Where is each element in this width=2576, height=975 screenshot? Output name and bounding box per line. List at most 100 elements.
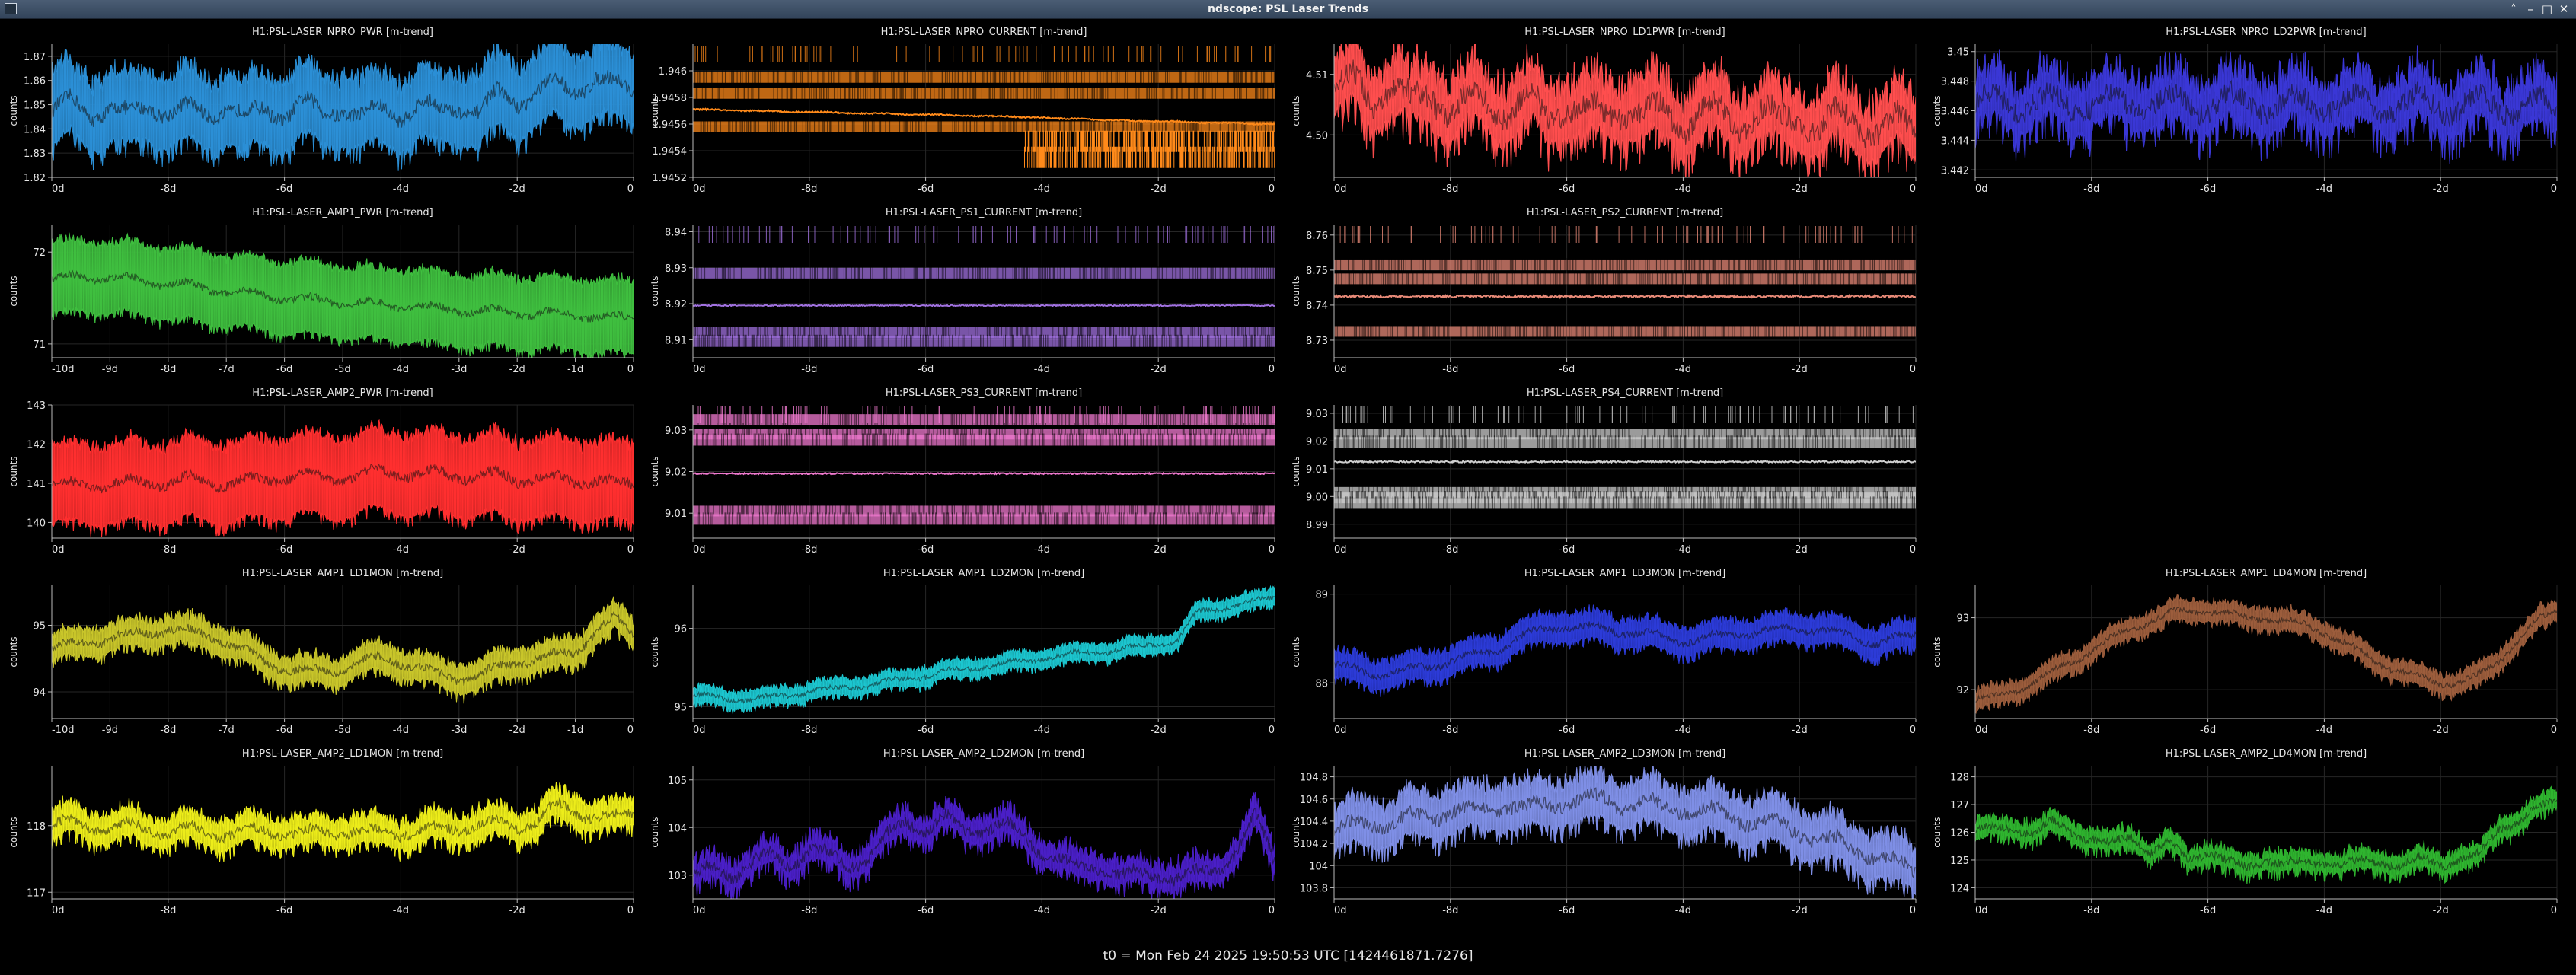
y-tick-label: 126: [1950, 828, 1969, 840]
plot-panel[interactable]: H1:PSL-LASER_AMP2_PWR [m-trend] counts 140…: [8, 387, 634, 556]
plot-title: H1:PSL-LASER_AMP2_LD1MON [m-trend]: [242, 748, 443, 760]
trace-spikes: [698, 226, 1275, 243]
trace-mean: [1334, 621, 1916, 682]
x-tick-label: 0d: [693, 183, 706, 195]
y-tick-label: 94: [33, 687, 46, 699]
keep-above-button[interactable]: ˄: [2511, 2, 2517, 16]
y-tick-label: 1.9454: [653, 146, 688, 158]
y-tick-label: 3.444: [1941, 135, 1969, 147]
plot-panel[interactable]: H1:PSL-LASER_AMP2_LD2MON [m-trend] counts…: [650, 748, 1275, 916]
x-tick-label: 0: [627, 544, 634, 556]
plot-title: H1:PSL-LASER_AMP1_LD2MON [m-trend]: [883, 568, 1084, 579]
x-tick-label: -8d: [801, 364, 817, 375]
x-tick-label: -4d: [393, 544, 409, 556]
trace-series: [1975, 45, 2557, 164]
x-tick-label: 0d: [1334, 544, 1347, 556]
window-titlebar: ndscope: PSL Laser Trends ˄ – □ ✕: [0, 0, 2576, 19]
trace-level-band: [1334, 326, 1916, 337]
plot-panel[interactable]: H1:PSL-LASER_NPRO_LD2PWR [m-trend] counts…: [1932, 27, 2558, 195]
plot-panel[interactable]: H1:PSL-LASER_AMP2_LD4MON [m-trend] counts…: [1932, 748, 2558, 916]
x-tick-label: -2d: [509, 725, 525, 736]
x-tick-label: -8d: [1442, 905, 1458, 916]
y-tick-label: 124: [1950, 883, 1969, 894]
plot-title: H1:PSL-LASER_PS4_CURRENT [m-trend]: [1527, 387, 1723, 399]
plot-panel[interactable]: H1:PSL-LASER_PS2_CURRENT [m-trend] counts…: [1291, 207, 1917, 375]
plot-panel[interactable]: H1:PSL-LASER_PS1_CURRENT [m-trend] counts…: [650, 207, 1275, 375]
y-tick-label: 9.01: [665, 508, 687, 520]
x-tick-label: -2d: [2433, 725, 2449, 736]
x-tick-label: -3d: [451, 364, 467, 375]
trace-minmax: [1334, 766, 1916, 899]
trace-series: [52, 44, 634, 171]
x-tick-label: 0: [2551, 183, 2557, 195]
x-tick-label: -1d: [567, 364, 583, 375]
x-tick-label: 0: [1269, 364, 1275, 375]
plot-panel[interactable]: H1:PSL-LASER_AMP1_LD2MON [m-trend] counts…: [650, 568, 1275, 736]
close-button[interactable]: ✕: [2558, 2, 2569, 16]
x-tick-label: -6d: [918, 725, 934, 736]
trace-series: [1334, 766, 1916, 899]
x-tick-label: 0: [1910, 364, 1916, 375]
x-tick-label: -8d: [2083, 183, 2099, 195]
trace-sample-ticks: [1336, 272, 1916, 286]
y-tick-label: 8.93: [665, 263, 687, 275]
x-tick-label: -6d: [1559, 725, 1575, 736]
plot-panel[interactable]: H1:PSL-LASER_PS3_CURRENT [m-trend] counts…: [650, 387, 1275, 556]
plot-title: H1:PSL-LASER_PS1_CURRENT [m-trend]: [886, 207, 1082, 218]
x-tick-label: -4d: [2316, 183, 2332, 195]
x-tick-label: -3d: [451, 725, 467, 736]
plot-panel[interactable]: H1:PSL-LASER_AMP1_PWR [m-trend] counts 71 7…: [8, 207, 634, 375]
x-tick-label: -6d: [2200, 725, 2216, 736]
x-tick-label: -4d: [1034, 364, 1050, 375]
x-tick-label: -2d: [509, 364, 525, 375]
x-tick-label: -8d: [801, 905, 817, 916]
x-tick-label: -6d: [276, 364, 292, 375]
plot-panel[interactable]: H1:PSL-LASER_AMP1_LD1MON [m-trend] counts…: [8, 568, 634, 736]
trace-mean: [1334, 786, 1916, 878]
trace-sample-ticks: [693, 512, 1275, 527]
plot-panel[interactable]: H1:PSL-LASER_AMP1_LD3MON [m-trend] counts…: [1291, 568, 1917, 736]
y-tick-label: 127: [1950, 800, 1969, 811]
plot-title: H1:PSL-LASER_AMP2_LD4MON [m-trend]: [2166, 748, 2367, 760]
y-axis-label: counts: [650, 636, 660, 667]
y-tick-label: 71: [33, 339, 46, 351]
trace-sample-ticks: [1335, 496, 1915, 511]
plot-title: H1:PSL-LASER_NPRO_LD2PWR [m-trend]: [2166, 27, 2367, 38]
y-tick-label: 3.446: [1941, 107, 1969, 118]
x-tick-label: 0: [2551, 905, 2557, 916]
plot-panel[interactable]: H1:PSL-LASER_NPRO_CURRENT [m-trend] count…: [650, 27, 1275, 195]
plot-title: H1:PSL-LASER_NPRO_PWR [m-trend]: [252, 27, 433, 38]
x-tick-label: 0d: [693, 364, 706, 375]
plot-panel[interactable]: H1:PSL-LASER_NPRO_PWR [m-trend] counts 1.8…: [8, 27, 634, 195]
trace-sample-ticks: [1024, 146, 1275, 168]
plot-panel[interactable]: H1:PSL-LASER_AMP2_LD3MON [m-trend] counts…: [1291, 748, 1917, 916]
plot-title: H1:PSL-LASER_NPRO_CURRENT [m-trend]: [881, 27, 1087, 38]
y-axis-label: counts: [1291, 817, 1301, 847]
y-tick-label: 140: [27, 518, 46, 529]
x-tick-label: -4d: [2316, 905, 2332, 916]
x-tick-label: -8d: [801, 183, 817, 195]
x-tick-label: 0d: [1975, 183, 1988, 195]
plot-panel[interactable]: H1:PSL-LASER_AMP2_LD1MON [m-trend] counts…: [8, 748, 634, 916]
x-tick-label: 0d: [1334, 725, 1347, 736]
y-tick-label: 92: [1956, 685, 1969, 696]
trace-spikes: [693, 406, 1275, 423]
trace-level-band: [693, 514, 1275, 525]
x-tick-label: 0d: [693, 544, 706, 556]
plot-panel[interactable]: H1:PSL-LASER_PS4_CURRENT [m-trend] counts…: [1291, 387, 1917, 556]
y-tick-label: 118: [27, 821, 46, 833]
y-axis-label: counts: [8, 276, 19, 306]
plot-panel[interactable]: H1:PSL-LASER_AMP1_LD4MON [m-trend] counts…: [1932, 568, 2558, 736]
y-tick-label: 9.01: [1306, 464, 1328, 476]
minimize-button[interactable]: –: [2527, 2, 2533, 16]
x-tick-label: 0d: [52, 183, 65, 195]
x-tick-label: -2d: [1151, 183, 1167, 195]
y-tick-label: 125: [1950, 856, 1969, 867]
x-tick-label: -2d: [1792, 905, 1808, 916]
x-tick-label: -2d: [1792, 364, 1808, 375]
x-tick-label: -4d: [1675, 183, 1691, 195]
y-tick-label: 95: [674, 703, 687, 714]
trace-sample-ticks: [698, 504, 1269, 518]
maximize-button[interactable]: □: [2541, 2, 2553, 16]
plot-panel[interactable]: H1:PSL-LASER_NPRO_LD1PWR [m-trend] counts…: [1291, 27, 1917, 195]
